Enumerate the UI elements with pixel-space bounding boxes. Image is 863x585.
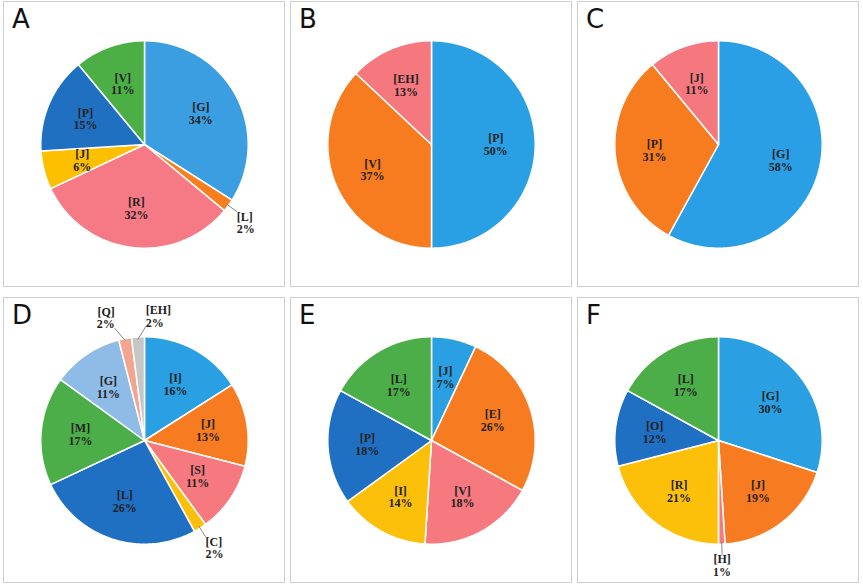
svg-text:[L]26%: [L]26%: [113, 488, 137, 515]
svg-text:[I]14%: [I]14%: [389, 484, 413, 511]
svg-text:[P]50%: [P]50%: [484, 131, 508, 158]
svg-text:[H]1%: [H]1%: [713, 552, 731, 579]
svg-text:[J]11%: [J]11%: [685, 71, 708, 98]
svg-text:[J]19%: [J]19%: [746, 478, 770, 505]
html-text:E: E: [299, 300, 316, 330]
svg-text:[G]34%: [G]34%: [189, 100, 213, 127]
html-text:D: D: [12, 300, 32, 330]
svg-text:[E]26%: [E]26%: [481, 407, 505, 434]
svg-text:[V]37%: [V]37%: [360, 157, 384, 184]
svg-text:[O]12%: [O]12%: [643, 419, 667, 446]
svg-text:[L]17%: [L]17%: [387, 372, 411, 399]
svg-text:[L]2%: [L]2%: [237, 209, 255, 236]
svg-text:[EH]13%: [EH]13%: [393, 72, 418, 99]
html-text:A: A: [12, 4, 30, 34]
svg-text:[V]18%: [V]18%: [450, 484, 474, 511]
html-text:B: B: [299, 4, 317, 34]
svg-text:[R]32%: [R]32%: [124, 195, 148, 222]
svg-text:[J]13%: [J]13%: [196, 417, 220, 444]
svg-text:[P]18%: [P]18%: [355, 431, 379, 458]
html-text:F: F: [586, 300, 601, 330]
svg-text:[G]11%: [G]11%: [97, 374, 120, 401]
svg-text:[C]2%: [C]2%: [206, 535, 224, 562]
svg-text:[R]21%: [R]21%: [667, 478, 691, 505]
svg-text:[V]11%: [V]11%: [111, 71, 134, 98]
svg-text:[J]7%: [J]7%: [437, 364, 455, 391]
svg-text:[G]58%: [G]58%: [769, 147, 793, 174]
svg-text:[I]16%: [I]16%: [163, 371, 187, 398]
html-text:C: C: [586, 4, 605, 34]
svg-text:[Q]2%: [Q]2%: [97, 305, 115, 332]
svg-text:[M]17%: [M]17%: [68, 421, 92, 448]
svg-text:[G]30%: [G]30%: [759, 389, 783, 416]
svg-text:[L]17%: [L]17%: [674, 372, 698, 399]
svg-text:[J]6%: [J]6%: [73, 147, 91, 174]
svg-text:[P]31%: [P]31%: [642, 137, 666, 164]
svg-text:[EH]2%: [EH]2%: [146, 303, 171, 330]
svg-text:[P]15%: [P]15%: [73, 106, 97, 133]
svg-text:[S]11%: [S]11%: [186, 463, 209, 490]
